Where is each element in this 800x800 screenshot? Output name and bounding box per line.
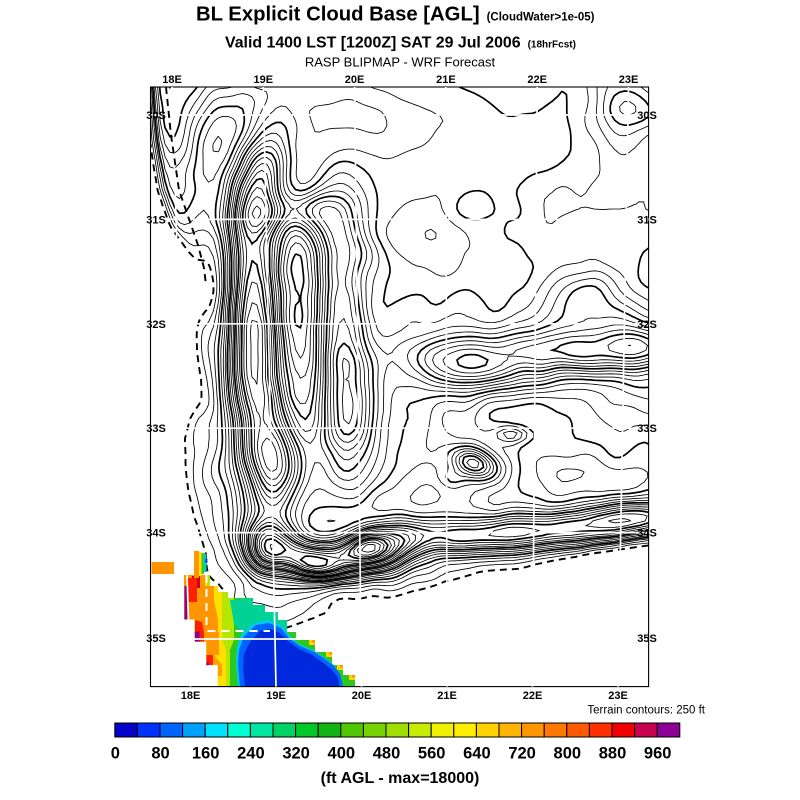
svg-text:640: 640 <box>463 745 491 763</box>
svg-text:33S: 33S <box>146 423 166 435</box>
svg-text:20E: 20E <box>345 74 365 86</box>
svg-text:400: 400 <box>328 745 356 763</box>
svg-text:(ft AGL - max=18000): (ft AGL - max=18000) <box>321 770 480 787</box>
svg-text:35S: 35S <box>146 633 166 645</box>
svg-text:32S: 32S <box>146 319 166 331</box>
svg-text:32S: 32S <box>637 319 657 331</box>
svg-text:18E: 18E <box>162 74 182 86</box>
svg-text:18E: 18E <box>181 690 201 702</box>
svg-text:22E: 22E <box>527 74 547 86</box>
svg-text:21E: 21E <box>437 690 457 702</box>
svg-text:31S: 31S <box>146 214 166 226</box>
svg-text:880: 880 <box>599 745 627 763</box>
svg-text:19E: 19E <box>266 690 286 702</box>
svg-text:720: 720 <box>508 745 536 763</box>
svg-text:21E: 21E <box>436 74 456 86</box>
svg-text:80: 80 <box>151 745 169 763</box>
svg-text:800: 800 <box>554 745 582 763</box>
svg-text:Terrain contours: 250 ft: Terrain contours: 250 ft <box>587 705 705 717</box>
svg-text:20E: 20E <box>352 690 372 702</box>
svg-text:30S: 30S <box>637 110 657 122</box>
svg-text:320: 320 <box>282 745 310 763</box>
svg-text:19E: 19E <box>254 74 274 86</box>
svg-text:33S: 33S <box>637 423 657 435</box>
svg-text:960: 960 <box>644 745 672 763</box>
svg-text:23E: 23E <box>608 690 628 702</box>
svg-text:RASP BLIPMAP - WRF Forecast: RASP BLIPMAP - WRF Forecast <box>305 55 496 70</box>
svg-text:0: 0 <box>111 745 120 763</box>
svg-text:240: 240 <box>237 745 265 763</box>
svg-text:35S: 35S <box>637 633 657 645</box>
svg-text:30S: 30S <box>146 110 166 122</box>
svg-text:23E: 23E <box>619 74 639 86</box>
svg-text:Valid 1400 LST [1200Z] SAT 29: Valid 1400 LST [1200Z] SAT 29 Jul 2006 (1… <box>225 35 576 52</box>
svg-text:34S: 34S <box>146 528 166 540</box>
svg-text:560: 560 <box>418 745 446 763</box>
svg-text:22E: 22E <box>523 690 543 702</box>
svg-text:160: 160 <box>192 745 220 763</box>
svg-text:480: 480 <box>373 745 401 763</box>
svg-text:31S: 31S <box>637 214 657 226</box>
svg-text:34S: 34S <box>637 528 657 540</box>
